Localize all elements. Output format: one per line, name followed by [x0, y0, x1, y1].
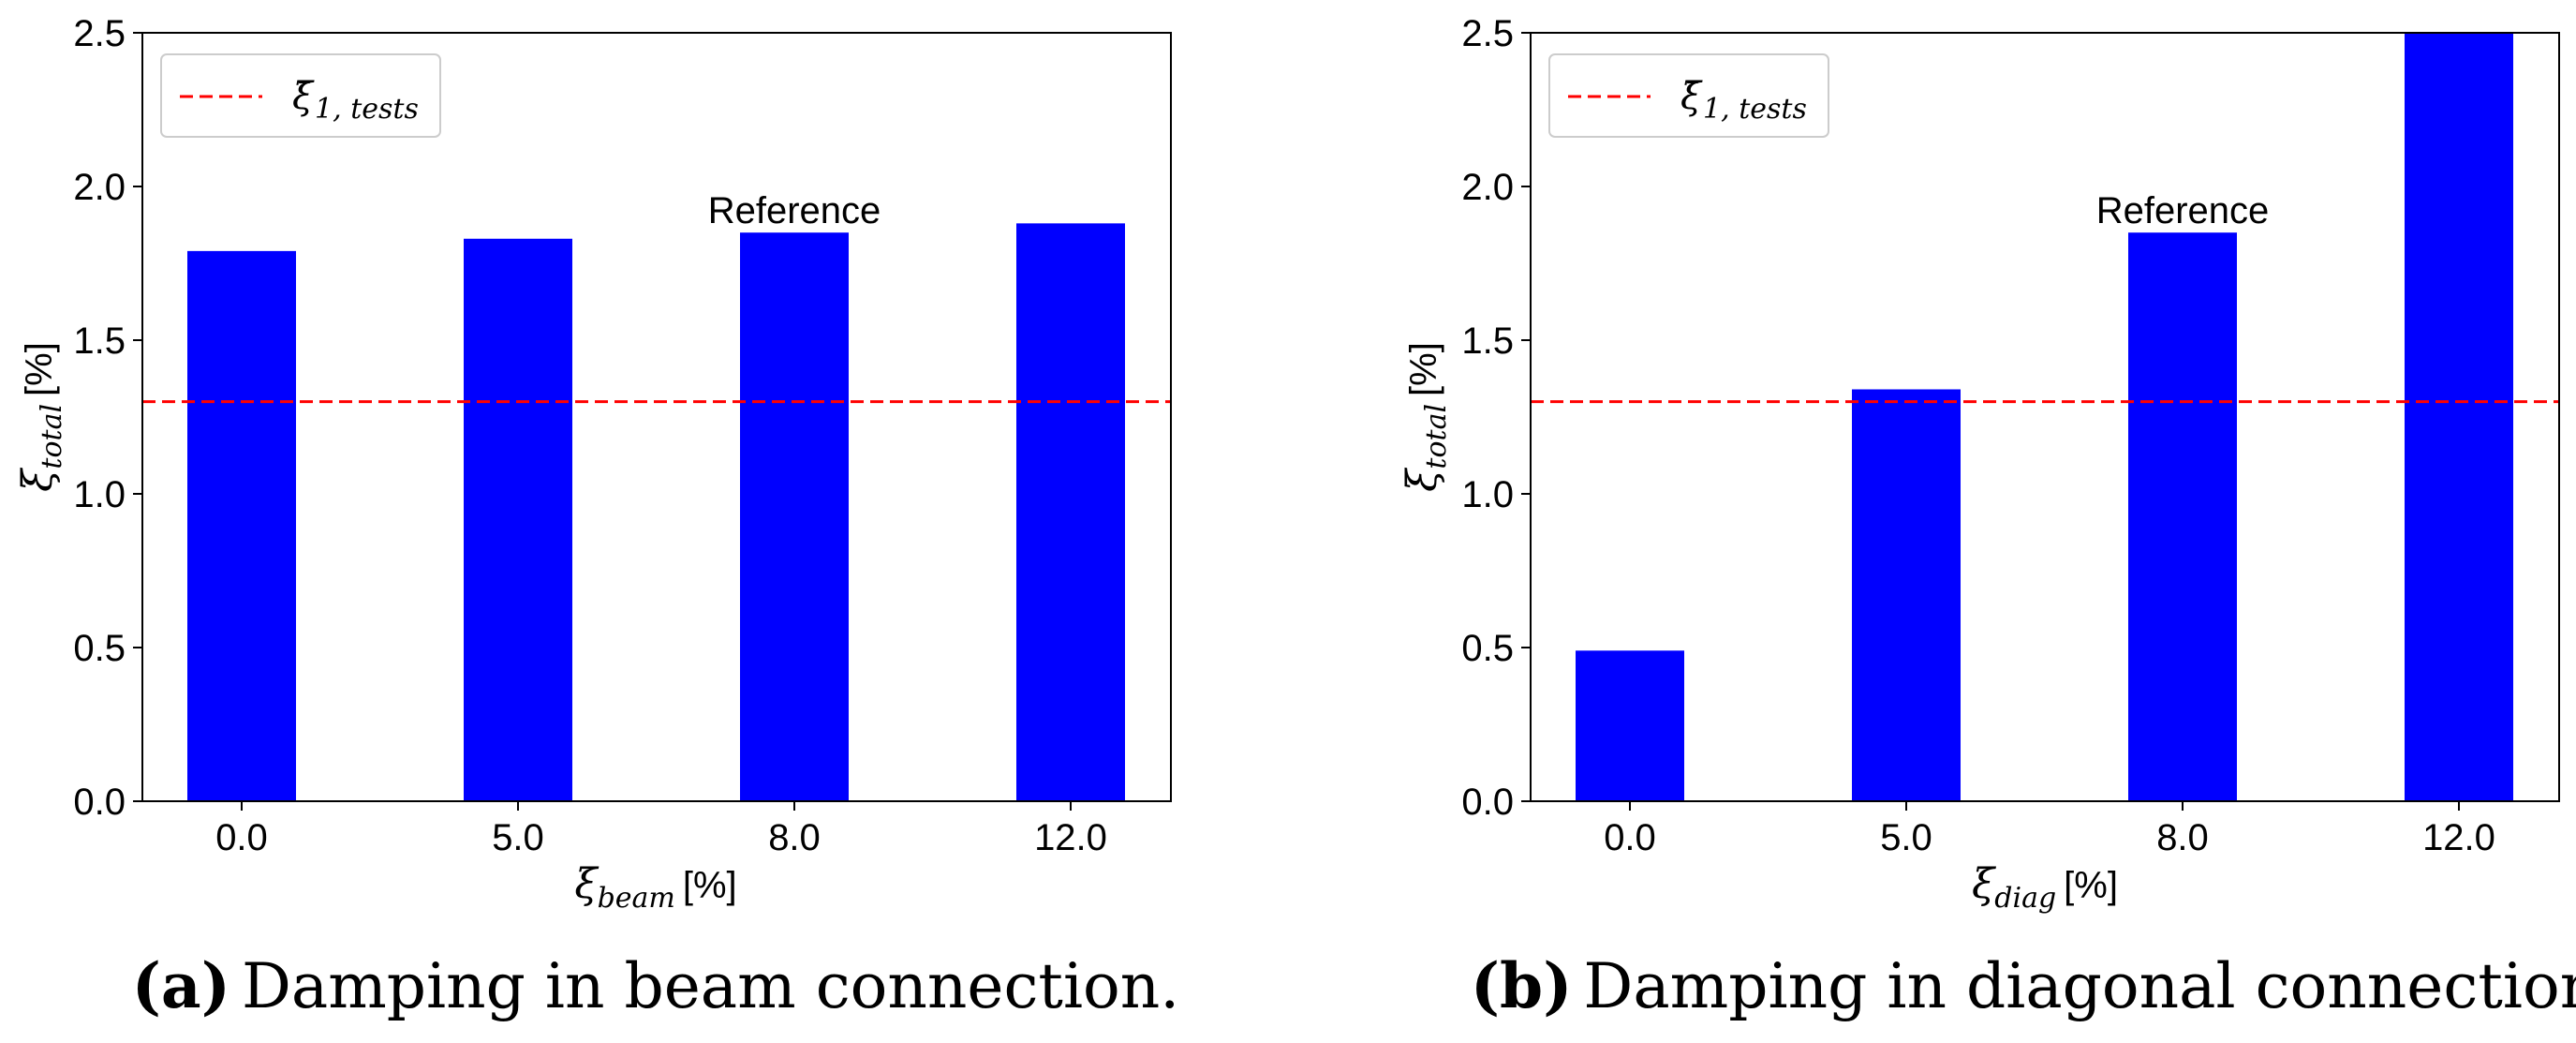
- legend-b: ξ̄1, tests: [1548, 53, 1829, 138]
- x-ticks-b: 0.0 5.0 8.0 12.0: [1604, 801, 2495, 858]
- x-tick-label-a-2: 8.0: [768, 817, 821, 858]
- bar-b-2: [2128, 232, 2237, 801]
- plot-frame-b: [1530, 32, 2560, 802]
- y-ticks-b: 0.0 0.5 1.0 1.5 2.0 2.5: [1461, 13, 1531, 823]
- bar-a-3: [1016, 223, 1125, 802]
- legend-label-a: ξ̄1, tests: [292, 75, 419, 126]
- chart-panel-b: 0.0 0.5 1.0 1.5 2.0 2.5 0.0 5.0 8.0 12.0 Referen…: [1399, 13, 2576, 1022]
- y-tick-label-a-3: 1.5: [73, 320, 126, 362]
- y-tick-label-b-4: 2.0: [1461, 167, 1514, 208]
- y-axis-label-a: ξtotal[%]: [14, 342, 68, 492]
- y-tick-label-b-5: 2.5: [1461, 13, 1514, 54]
- y-ticks-a: 0.0 0.5 1.0 1.5 2.0 2.5: [73, 13, 142, 823]
- legend-a: ξ̄1, tests: [160, 53, 441, 138]
- bars-a: [187, 223, 1125, 802]
- legend-label-b: ξ̄1, tests: [1680, 75, 1807, 126]
- y-tick-label-b-2: 1.0: [1461, 474, 1514, 515]
- bar-b-1: [1852, 389, 1961, 801]
- x-tick-label-b-3: 12.0: [2422, 817, 2495, 858]
- x-axis-label-b: ξdiag [%]: [1972, 860, 2118, 915]
- legend-box-a: [160, 53, 441, 138]
- legend-box-b: [1548, 53, 1829, 138]
- bar-a-1: [464, 238, 572, 801]
- bars-b: [1576, 33, 2513, 801]
- y-tick-label-a-0: 0.0: [73, 782, 126, 823]
- bar-b-3: [2405, 33, 2513, 801]
- y-tick-label-b-1: 0.5: [1461, 628, 1514, 669]
- y-tick-label-a-2: 1.0: [73, 474, 126, 515]
- reference-annotation-b: Reference: [2096, 190, 2270, 231]
- caption-a: (a) Damping in beam connection.: [132, 949, 1180, 1022]
- chart-panel-a: 0.0 0.5 1.0 1.5 2.0 2.5 0.0 5.0 8.0 12.0 Referen…: [14, 13, 1179, 1022]
- x-tick-label-b-2: 8.0: [2156, 817, 2209, 858]
- x-tick-label-b-1: 5.0: [1880, 817, 1932, 858]
- reference-annotation-a: Reference: [708, 190, 881, 231]
- y-tick-label-a-5: 2.5: [73, 13, 126, 54]
- y-tick-label-b-3: 1.5: [1461, 320, 1514, 362]
- y-tick-label-b-0: 0.0: [1461, 782, 1514, 823]
- x-tick-label-a-3: 12.0: [1034, 817, 1107, 858]
- x-tick-label-a-1: 5.0: [492, 817, 544, 858]
- bar-a-0: [187, 250, 296, 801]
- x-axis-label-a: ξbeam [%]: [574, 860, 736, 915]
- y-tick-label-a-4: 2.0: [73, 167, 126, 208]
- x-tick-label-a-0: 0.0: [215, 817, 268, 858]
- caption-b: (b) Damping in diagonal connection.: [1471, 949, 2576, 1022]
- plot-frame-a: [141, 32, 1172, 802]
- bar-b-0: [1576, 650, 1684, 801]
- bar-a-2: [740, 232, 849, 801]
- y-tick-label-a-1: 0.5: [73, 628, 126, 669]
- y-axis-label-b: ξtotal[%]: [1399, 342, 1453, 492]
- x-tick-label-b-0: 0.0: [1604, 817, 1656, 858]
- x-ticks-a: 0.0 5.0 8.0 12.0: [215, 801, 1107, 858]
